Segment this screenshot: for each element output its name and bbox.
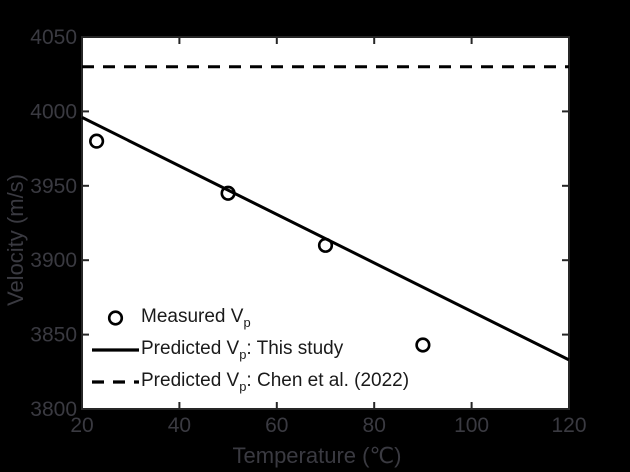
x-tick-label: 40 [168,414,191,437]
legend-label-subscript: p [239,379,247,395]
x-tick-label: 60 [265,414,288,437]
legend-label-subscript: p [243,315,251,331]
measured-data-point [415,337,431,353]
x-tick-label: 100 [454,414,489,437]
legend-label-text: : Chen et al. (2022) [246,369,410,391]
legend-label-text: : This study [246,337,344,359]
x-axis-title: Temperature (℃) [232,443,402,468]
y-tick-label: 3900 [30,249,77,272]
plot-area [81,36,570,410]
predicted-line-this-study [81,116,570,362]
y-axis-title: Velocity (m/s) [3,173,28,307]
y-tick-label: 4000 [30,100,77,123]
open-circle-marker-icon [107,310,124,326]
x-tick-label: 80 [363,414,386,437]
x-tick-label: 120 [551,414,586,437]
legend-label-predicted-chen: Predicted Vp: Chen et al. (2022) [141,370,409,394]
legend-item-measured-vp: Measured Vp [92,302,409,334]
solid-line-marker-icon [92,348,139,352]
y-tick-label: 3850 [30,324,77,347]
legend: Measured Vp Predicted Vp: This study Pre… [92,302,409,398]
x-tick-label: 20 [70,414,93,437]
legend-label-subscript: p [239,347,247,363]
legend-label-measured-vp: Measured Vp [141,306,251,330]
legend-label-predicted-this-study: Predicted Vp: This study [141,338,343,362]
measured-data-point [89,133,105,149]
y-tick-label: 3800 [30,398,77,421]
y-tick-label: 3950 [30,175,77,198]
dashed-line-marker-icon [92,380,139,384]
legend-label-text: Measured V [141,305,244,327]
legend-label-text: Predicted V [141,369,240,391]
legend-item-predicted-this-study: Predicted Vp: This study [92,334,409,366]
y-tick-label: 4050 [30,26,77,49]
legend-item-predicted-chen: Predicted Vp: Chen et al. (2022) [92,366,409,398]
legend-label-text: Predicted V [141,337,240,359]
